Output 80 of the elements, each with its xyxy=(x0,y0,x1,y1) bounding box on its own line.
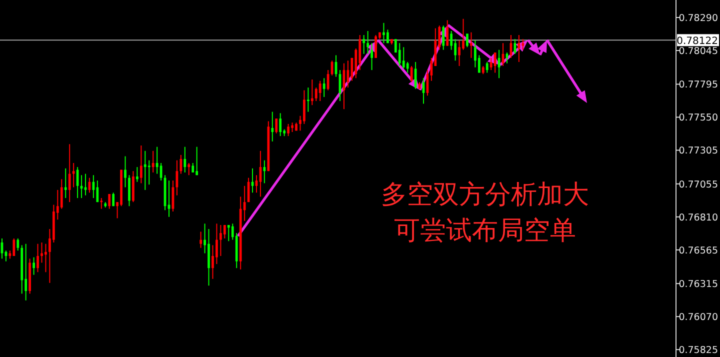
ref-label: 0.78122 xyxy=(676,34,719,48)
y-tick-label: 0.78045 xyxy=(678,46,718,58)
candlestick xyxy=(382,22,385,44)
candlestick xyxy=(188,162,190,176)
candlestick xyxy=(362,34,366,54)
candlestick xyxy=(112,192,115,207)
candlestick xyxy=(486,61,488,74)
candlestick xyxy=(216,223,218,265)
candlestick xyxy=(24,243,28,301)
candlestick xyxy=(446,20,449,46)
candlestick xyxy=(279,112,282,137)
candlestick xyxy=(72,162,75,188)
candlestick xyxy=(196,146,198,176)
candlestick xyxy=(223,224,226,239)
candlestick xyxy=(192,162,194,173)
candlestick xyxy=(271,111,274,142)
candlestick xyxy=(306,87,310,112)
candlestick xyxy=(144,150,146,190)
candlestick xyxy=(310,78,314,106)
candlestick xyxy=(291,122,294,133)
y-tick-label: 0.76315 xyxy=(678,279,718,290)
candlestick xyxy=(227,224,230,242)
annotation: 多空双方分析加大 xyxy=(381,180,589,210)
candlestick xyxy=(36,243,39,273)
candlestick xyxy=(16,238,20,252)
candlestick xyxy=(60,178,63,210)
candlestick xyxy=(275,118,278,134)
annotation: 可尝试布局空单 xyxy=(394,216,576,246)
candlestick xyxy=(263,160,266,184)
candlestick xyxy=(156,146,158,174)
candlestick xyxy=(64,168,67,199)
candlestick xyxy=(374,34,377,58)
y-tick-label: 0.78290 xyxy=(678,13,718,24)
candlestick xyxy=(366,30,370,54)
y-tick-label: 0.77305 xyxy=(678,146,718,157)
candlestick xyxy=(326,70,330,91)
candlestick xyxy=(402,46,405,70)
candlestick xyxy=(152,150,154,173)
y-tick-label: 0.77055 xyxy=(678,179,718,190)
candlestick xyxy=(100,198,103,210)
candlestick xyxy=(406,61,409,74)
candlestick xyxy=(370,42,373,71)
candlestick xyxy=(124,156,126,188)
candlestick xyxy=(522,38,524,50)
candlestick xyxy=(466,33,468,48)
candlestick xyxy=(386,29,389,44)
candlestick xyxy=(303,90,306,124)
candlestick xyxy=(12,238,16,256)
candlestick xyxy=(140,144,142,184)
candlestick xyxy=(128,174,130,207)
candlestick xyxy=(458,40,460,67)
y-tick-label: 0.76810 xyxy=(678,212,718,224)
candlestick xyxy=(184,146,186,173)
y-tick-label: 0.75825 xyxy=(678,345,718,356)
candlestick xyxy=(322,78,326,98)
candlestick xyxy=(68,144,71,203)
candlestick xyxy=(136,166,138,182)
candlestick xyxy=(200,231,202,248)
y-tick-label: 0.77795 xyxy=(678,80,718,91)
y-tick-label: 0.76565 xyxy=(678,245,718,256)
candlestick xyxy=(40,242,43,264)
candlestick xyxy=(44,243,47,273)
y-tick-label: 0.76070 xyxy=(678,312,718,324)
candlestick xyxy=(442,25,445,50)
candlestick xyxy=(148,160,150,186)
candlestick xyxy=(287,123,290,137)
candlestick xyxy=(96,180,99,203)
candlestick xyxy=(108,193,111,210)
candlestick xyxy=(220,224,222,256)
candlestick xyxy=(410,66,413,83)
candlestick xyxy=(32,256,35,276)
candlestick xyxy=(494,52,496,74)
candlestick xyxy=(518,34,520,62)
candlestick xyxy=(314,87,318,102)
candlestick xyxy=(180,154,182,174)
candlestick xyxy=(346,60,350,88)
candlestick xyxy=(398,42,401,67)
candlestick xyxy=(470,32,472,58)
y-tick-label: 0.77550 xyxy=(678,112,718,124)
candlestick xyxy=(318,80,322,102)
